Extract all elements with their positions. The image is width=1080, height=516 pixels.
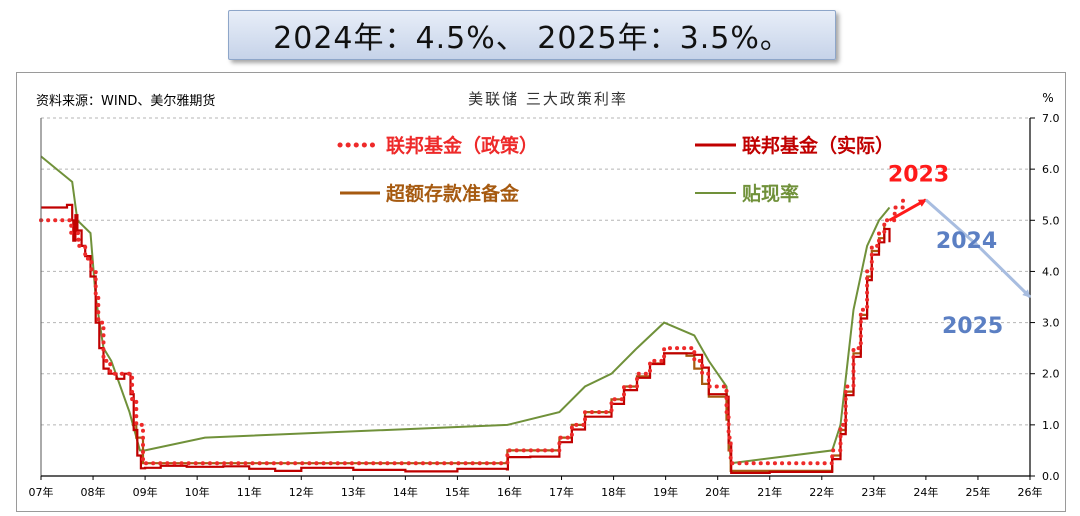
- x-tick-label: 26年: [1018, 485, 1043, 499]
- x-tick-label: 22年: [809, 485, 834, 499]
- y-tick-label: 7.0: [1042, 112, 1060, 125]
- x-tick-label: 10年: [185, 485, 210, 499]
- x-tick-label: 12年: [289, 485, 314, 499]
- x-tick-label: 25年: [965, 485, 990, 499]
- tick-labels: 0.0 1.0 2.0 3.0 4.0 5.0 6.0 7.0 07年 08年 09年 10年 11年 1…: [29, 112, 1060, 499]
- x-tick-label: 23年: [861, 485, 886, 499]
- x-tick-label: 14年: [393, 485, 418, 499]
- y-tick-label: 2.0: [1042, 368, 1060, 381]
- legend-label-1: 联邦基金（实际）: [742, 134, 894, 157]
- forecast-banner: 2024年：4.5%、 2025年：3.5%。: [228, 10, 836, 60]
- projection-arrow-1: [924, 198, 979, 247]
- series-line-2: [132, 225, 886, 472]
- series-line-0: [39, 192, 905, 466]
- source-label: 资料来源：WIND、美尔雅期货: [36, 93, 215, 109]
- legend-label-0: 联邦基金（政策）: [386, 134, 538, 157]
- projection-label-2025: 2025: [942, 314, 1003, 339]
- legend-label-3: 贴现率: [742, 182, 799, 205]
- projection-label-2023: 2023: [888, 162, 949, 187]
- projection-label-2024: 2024: [936, 229, 997, 254]
- projection-arrow-0: [888, 198, 927, 222]
- legend: 联邦基金（政策） 联邦基金（实际） 超额存款准备金 贴现率: [337, 134, 894, 205]
- chart-frame: [16, 72, 1066, 512]
- chart-title: 美联储 三大政策利率: [468, 90, 628, 108]
- y-tick-label: 3.0: [1042, 317, 1060, 330]
- y-unit-label: %: [1042, 91, 1053, 105]
- axes-group: [40, 117, 1035, 480]
- y-tick-label: 6.0: [1042, 163, 1060, 176]
- projection-arrow-2: [976, 244, 1032, 299]
- x-tick-label: 20年: [705, 485, 730, 499]
- x-tick-label: 13年: [341, 485, 366, 499]
- x-tick-label: 21年: [757, 485, 782, 499]
- x-tick-label: 15年: [445, 485, 470, 499]
- x-tick-label: 24年: [913, 485, 938, 499]
- projection-group: 2023 2024 2025: [888, 162, 1032, 339]
- x-tick-label: 19年: [653, 485, 678, 499]
- legend-label-2: 超额存款准备金: [385, 182, 520, 205]
- x-tick-label: 08年: [81, 485, 106, 499]
- x-tick-label: 16年: [497, 485, 522, 499]
- series-group: [39, 155, 905, 474]
- y-tick-label: 1.0: [1042, 419, 1060, 432]
- y-tick-label: 4.0: [1042, 265, 1060, 278]
- grid-lines: [41, 117, 1030, 477]
- x-tick-label: 09年: [133, 485, 158, 499]
- y-tick-label: 5.0: [1042, 214, 1060, 227]
- x-tick-label: 07年: [29, 485, 54, 499]
- x-tick-label: 11年: [237, 485, 262, 499]
- x-tick-label: 17年: [549, 485, 574, 499]
- x-tick-label: 18年: [601, 485, 626, 499]
- y-tick-label: 0.0: [1042, 470, 1060, 483]
- forecast-banner-text: 2024年：4.5%、 2025年：3.5%。: [273, 21, 791, 56]
- series-line-1: [41, 203, 891, 474]
